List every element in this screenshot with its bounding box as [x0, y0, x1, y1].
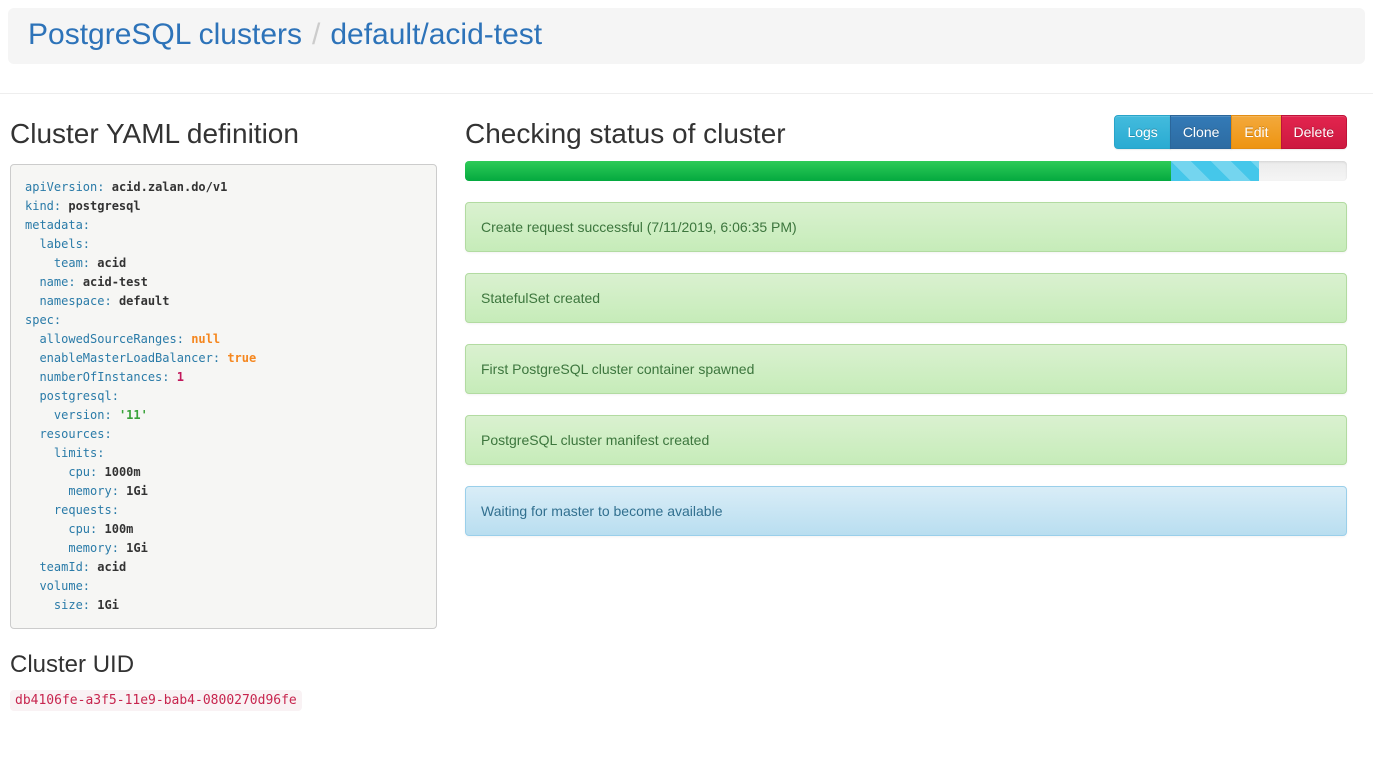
delete-button[interactable]: Delete — [1280, 115, 1347, 149]
yaml-line: cpu: 100m — [68, 522, 134, 536]
uid-section-title: Cluster UID — [10, 651, 135, 678]
yaml-column: Cluster YAML definition apiVersion: acid… — [10, 114, 437, 711]
cluster-progress-bar — [465, 161, 1347, 181]
progress-active-segment — [1170, 161, 1259, 181]
edit-button[interactable]: Edit — [1231, 115, 1282, 149]
action-button-group: Logs Clone Edit Delete — [1114, 115, 1347, 149]
clone-button[interactable]: Clone — [1169, 115, 1233, 149]
yaml-line: teamId: acid — [39, 560, 127, 574]
breadcrumb-separator: / — [312, 18, 321, 51]
status-header: Checking status of cluster Logs Clone Edit… — [465, 114, 1347, 150]
yaml-line: resources: — [39, 427, 112, 441]
yaml-line: memory: 1Gi — [68, 484, 148, 498]
yaml-line: version: '11' — [53, 408, 148, 422]
yaml-line: spec: — [25, 313, 62, 327]
yaml-line: allowedSourceRanges: null — [39, 332, 221, 346]
status-message: First PostgreSQL cluster container spawn… — [465, 344, 1347, 394]
yaml-line: kind: postgresql — [25, 199, 141, 213]
yaml-line: apiVersion: acid.zalan.do/v1 — [25, 180, 228, 194]
breadcrumb-current-link[interactable]: default/acid-test — [330, 18, 543, 51]
cluster-uid-value: db4106fe-a3f5-11e9-bab4-0800270d96fe — [10, 690, 302, 711]
status-message: PostgreSQL cluster manifest created — [465, 415, 1347, 465]
yaml-line: team: acid — [53, 256, 127, 270]
status-column: Checking status of cluster Logs Clone Edit… — [465, 114, 1347, 536]
yaml-line: size: 1Gi — [53, 598, 119, 612]
status-message: Create request successful (7/11/2019, 6:… — [465, 202, 1347, 252]
yaml-line: enableMasterLoadBalancer: true — [39, 351, 257, 365]
yaml-line: namespace: default — [39, 294, 170, 308]
breadcrumb-root-link[interactable]: PostgreSQL clusters — [28, 18, 302, 51]
yaml-line: numberOfInstances: 1 — [39, 370, 184, 384]
yaml-line: memory: 1Gi — [68, 541, 148, 555]
main-content: Cluster YAML definition apiVersion: acid… — [0, 94, 1373, 711]
breadcrumb: PostgreSQL clusters / default/acid-test — [8, 8, 1365, 64]
yaml-line: postgresql: — [39, 389, 119, 403]
progress-success-segment — [465, 161, 1171, 181]
yaml-section-title: Cluster YAML definition — [10, 118, 299, 149]
yaml-line: requests: — [53, 503, 119, 517]
yaml-line: name: acid-test — [39, 275, 148, 289]
status-message-list: Create request successful (7/11/2019, 6:… — [465, 202, 1347, 536]
status-message: StatefulSet created — [465, 273, 1347, 323]
yaml-line: cpu: 1000m — [68, 465, 141, 479]
yaml-line: volume: — [39, 579, 91, 593]
yaml-line: metadata: — [25, 218, 91, 232]
yaml-line: labels: — [39, 237, 91, 251]
status-message: Waiting for master to become available — [465, 486, 1347, 536]
header-divider — [0, 93, 1373, 94]
cluster-yaml-code: apiVersion: acid.zalan.do/v1 kind: postgr… — [10, 164, 437, 629]
logs-button[interactable]: Logs — [1114, 115, 1171, 149]
yaml-line: limits: — [53, 446, 105, 460]
status-section-title: Checking status of cluster — [465, 118, 786, 149]
